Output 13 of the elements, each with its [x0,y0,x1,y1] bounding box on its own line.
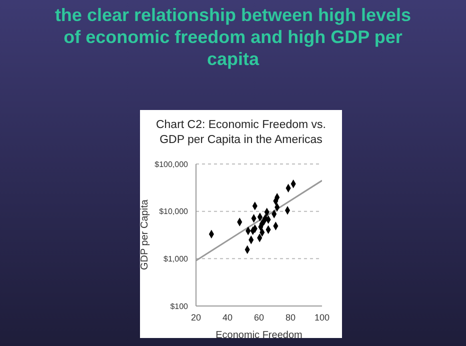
x-tick-label: 20 [190,312,202,322]
x-tick-label: 60 [254,312,264,322]
y-tick-label: $100 [170,302,189,311]
x-tick-label: 80 [285,312,296,322]
y-tick-label: $10,000 [159,207,189,216]
x-tick-label: 100 [314,312,330,322]
y-axis-title: GDP per Capita [140,199,151,270]
y-tick-label: $1,000 [164,254,189,264]
chart-subtitle: Chart C2: Economic Freedom vs. GDP per Capita in the Americas [154,118,327,148]
x-tick-label: 40 [222,312,233,322]
x-axis-title: Economic Freedom [216,330,302,341]
chart-title: the clear relationship between high levels of economic freedom and high GDP per capita [54,4,412,70]
y-tick-label: $100,000 [154,160,189,169]
